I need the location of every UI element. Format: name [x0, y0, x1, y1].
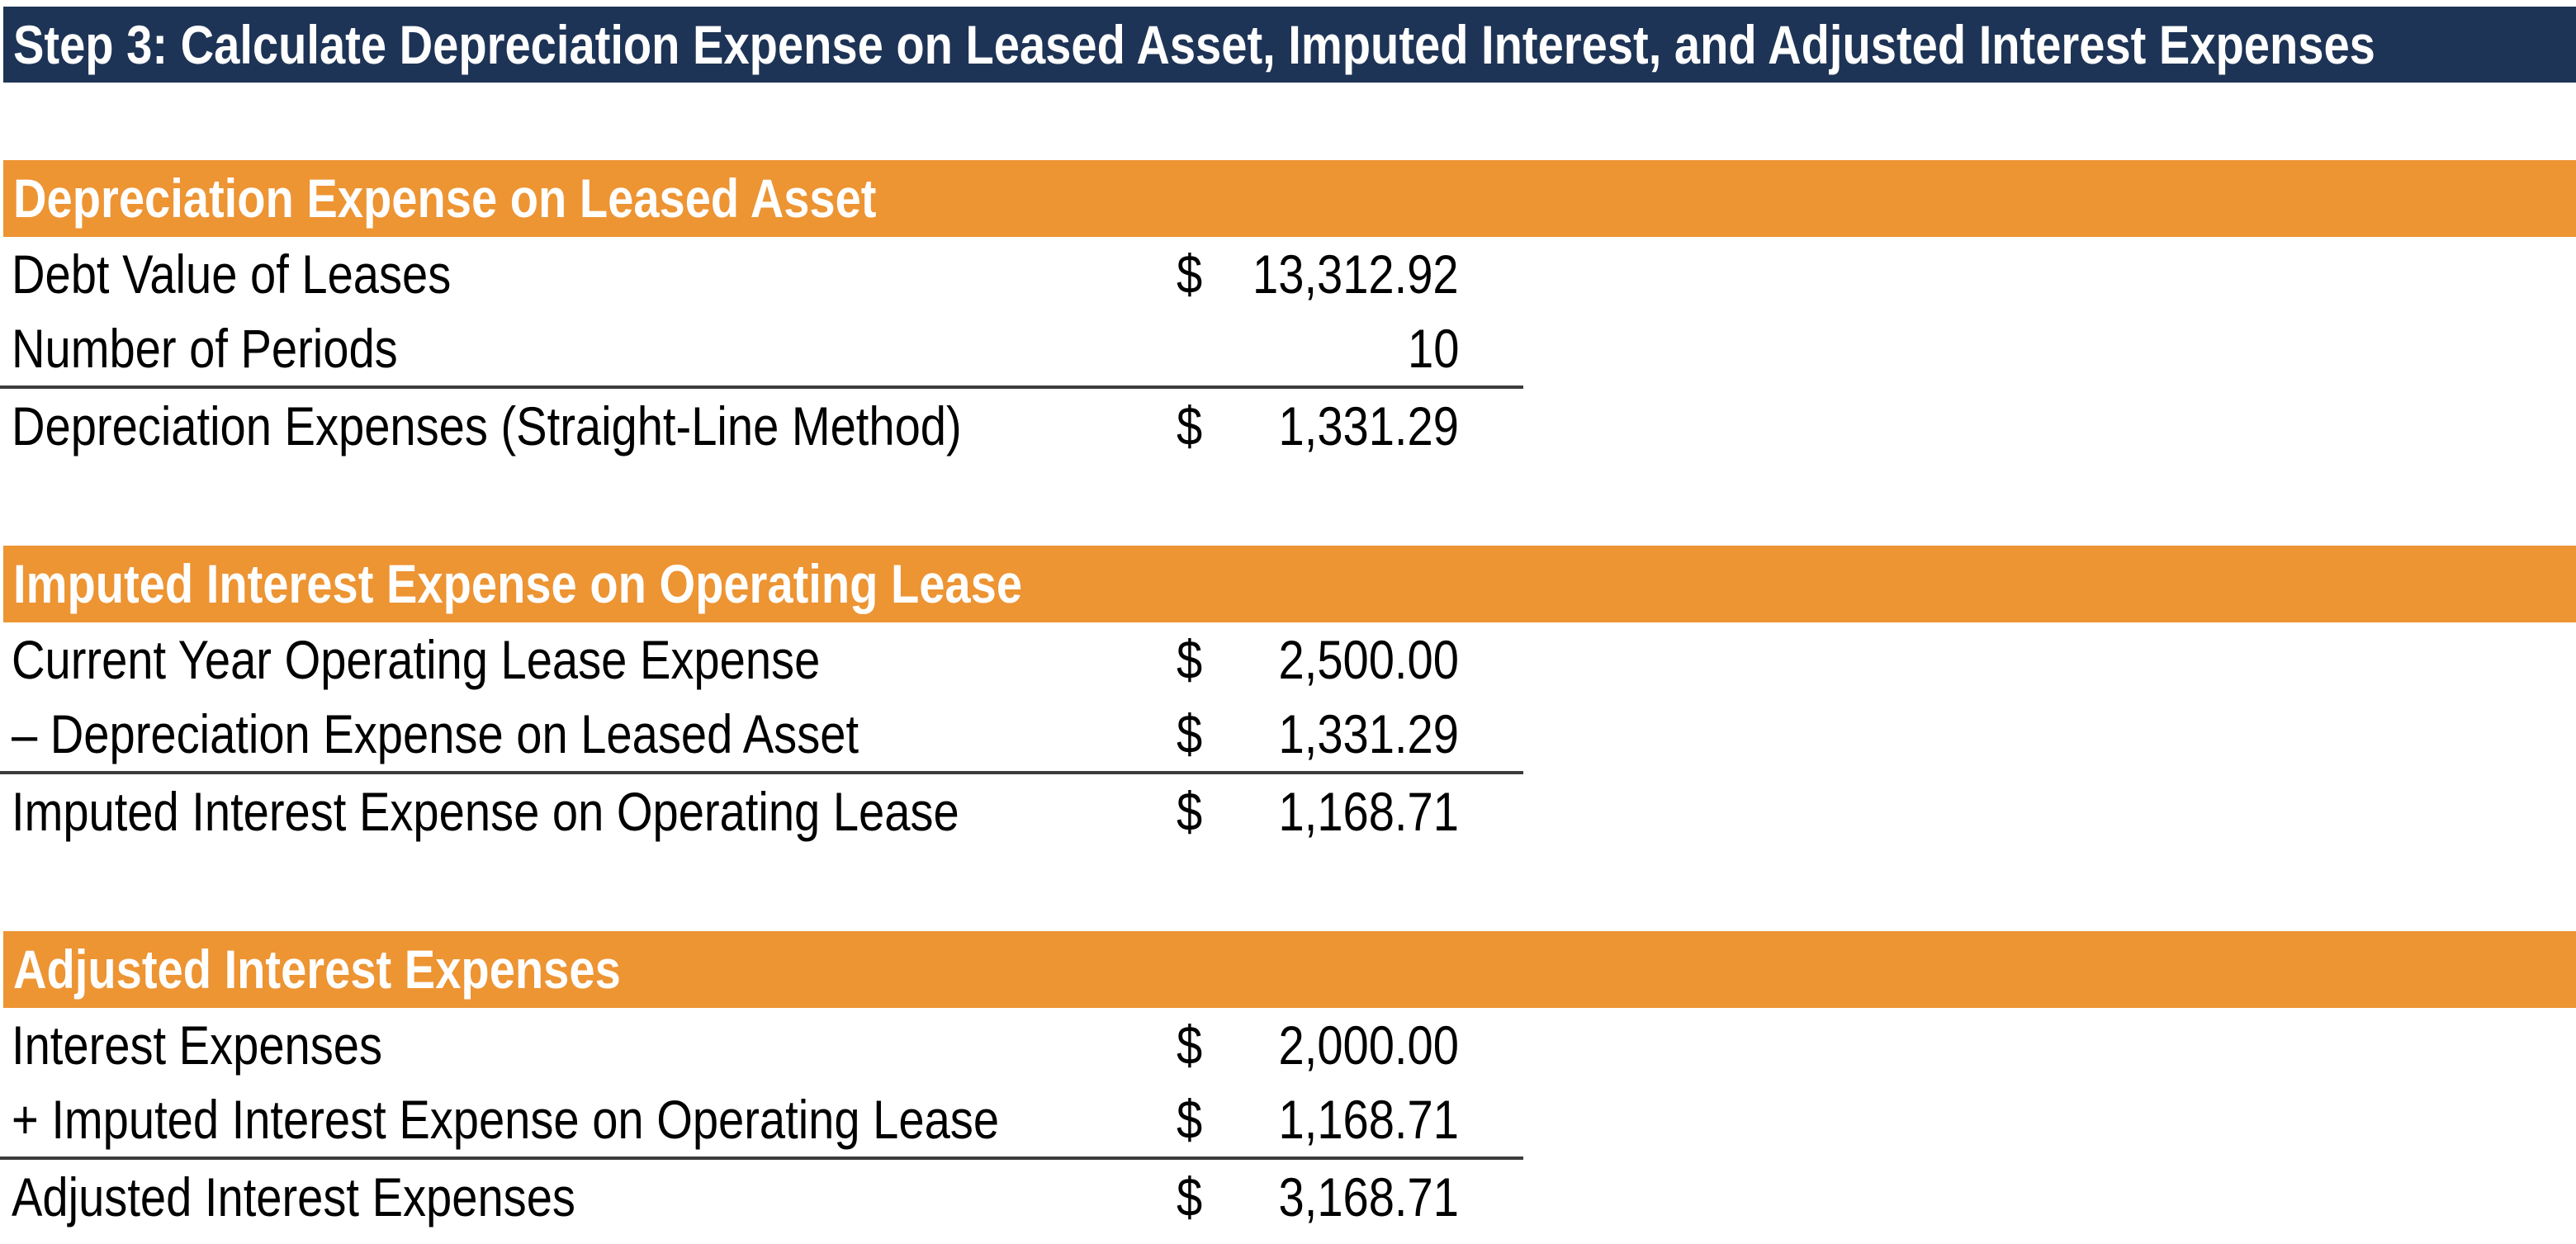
row-label-cell: Debt Value of Leases [0, 237, 1177, 311]
currency-symbol: $ [1177, 244, 1203, 305]
table-row: Adjusted Interest Expenses $ 3,168.71 [0, 1156, 1523, 1231]
row-label-cell: Interest Expenses [0, 1008, 1177, 1082]
row-label: Depreciation Expenses (Straight-Line Met… [12, 395, 962, 456]
section-header-label: Depreciation Expense on Leased Asset [13, 168, 877, 229]
currency-symbol: $ [1177, 1015, 1203, 1076]
table-row: Depreciation Expenses (Straight-Line Met… [0, 385, 1523, 460]
section-header-label: Imputed Interest Expense on Operating Le… [13, 553, 1023, 614]
row-value: 10 [1407, 318, 1459, 379]
section-header-label: Adjusted Interest Expenses [13, 939, 621, 1000]
table-row: Current Year Operating Lease Expense $ 2… [0, 622, 1523, 697]
section-header: Imputed Interest Expense on Operating Le… [3, 546, 2576, 622]
row-value-cell: $ 1,331.29 [1177, 389, 1523, 460]
row-value-cell: $ 1,168.71 [1177, 774, 1523, 845]
section: Imputed Interest Expense on Operating Le… [0, 546, 2576, 845]
row-value: 1,168.71 [1278, 1089, 1459, 1150]
row-label: Debt Value of Leases [12, 244, 452, 305]
currency-symbol: $ [1177, 781, 1203, 842]
currency-symbol: $ [1177, 395, 1203, 456]
step-title: Step 3: Calculate Depreciation Expense o… [13, 14, 2375, 75]
currency-symbol: $ [1177, 703, 1203, 764]
table-row: Interest Expenses $ 2,000.00 [0, 1008, 1523, 1082]
table-row: Debt Value of Leases $ 13,312.92 [0, 237, 1523, 311]
row-label: Adjusted Interest Expenses [12, 1166, 575, 1227]
row-value-cell: $ 2,000.00 [1177, 1008, 1523, 1082]
row-label-cell: Imputed Interest Expense on Operating Le… [0, 774, 1177, 845]
row-label: – Depreciation Expense on Leased Asset [12, 703, 859, 764]
row-value: 13,312.92 [1252, 244, 1459, 305]
row-value: 3,168.71 [1278, 1166, 1459, 1227]
row-value-cell: $ 3,168.71 [1177, 1160, 1523, 1231]
row-value: 1,168.71 [1278, 781, 1459, 842]
row-label: Imputed Interest Expense on Operating Le… [12, 781, 959, 842]
table-row: Number of Periods 10 [0, 311, 1523, 385]
currency-symbol: $ [1177, 1089, 1203, 1150]
section: Depreciation Expense on Leased Asset Deb… [0, 160, 2576, 460]
row-label-cell: + Imputed Interest Expense on Operating … [0, 1082, 1177, 1156]
row-value-cell: $ 1,331.29 [1177, 697, 1523, 771]
row-label-cell: Depreciation Expenses (Straight-Line Met… [0, 389, 1177, 460]
row-value: 1,331.29 [1278, 703, 1459, 764]
row-value-cell: 10 [1177, 311, 1523, 385]
row-value: 1,331.29 [1278, 395, 1459, 456]
currency-symbol: $ [1177, 629, 1203, 690]
row-label-cell: – Depreciation Expense on Leased Asset [0, 697, 1177, 771]
section-rows: Debt Value of Leases $ 13,312.92 Number … [0, 237, 1523, 460]
row-value-cell: $ 1,168.71 [1177, 1082, 1523, 1156]
row-label-cell: Adjusted Interest Expenses [0, 1160, 1177, 1231]
table-row: Imputed Interest Expense on Operating Le… [0, 771, 1523, 845]
table-row: – Depreciation Expense on Leased Asset $… [0, 697, 1523, 771]
row-value-cell: $ 2,500.00 [1177, 622, 1523, 697]
section: Adjusted Interest Expenses Interest Expe… [0, 931, 2576, 1231]
section-header: Depreciation Expense on Leased Asset [3, 160, 2576, 237]
section-rows: Interest Expenses $ 2,000.00 + Imputed I… [0, 1008, 1523, 1231]
currency-symbol: $ [1177, 1166, 1203, 1227]
row-value: 2,000.00 [1278, 1015, 1459, 1076]
row-value: 2,500.00 [1278, 629, 1459, 690]
section-rows: Current Year Operating Lease Expense $ 2… [0, 622, 1523, 845]
row-label: + Imputed Interest Expense on Operating … [12, 1089, 1000, 1150]
row-label: Number of Periods [12, 318, 398, 379]
sections: Depreciation Expense on Leased Asset Deb… [0, 160, 2576, 1231]
step-title-bar: Step 3: Calculate Depreciation Expense o… [3, 7, 2576, 83]
row-label-cell: Number of Periods [0, 311, 1177, 385]
table-row: + Imputed Interest Expense on Operating … [0, 1082, 1523, 1156]
row-label: Interest Expenses [12, 1015, 383, 1076]
row-label: Current Year Operating Lease Expense [12, 629, 821, 690]
row-label-cell: Current Year Operating Lease Expense [0, 622, 1177, 697]
section-header: Adjusted Interest Expenses [3, 931, 2576, 1008]
row-value-cell: $ 13,312.92 [1177, 237, 1523, 311]
